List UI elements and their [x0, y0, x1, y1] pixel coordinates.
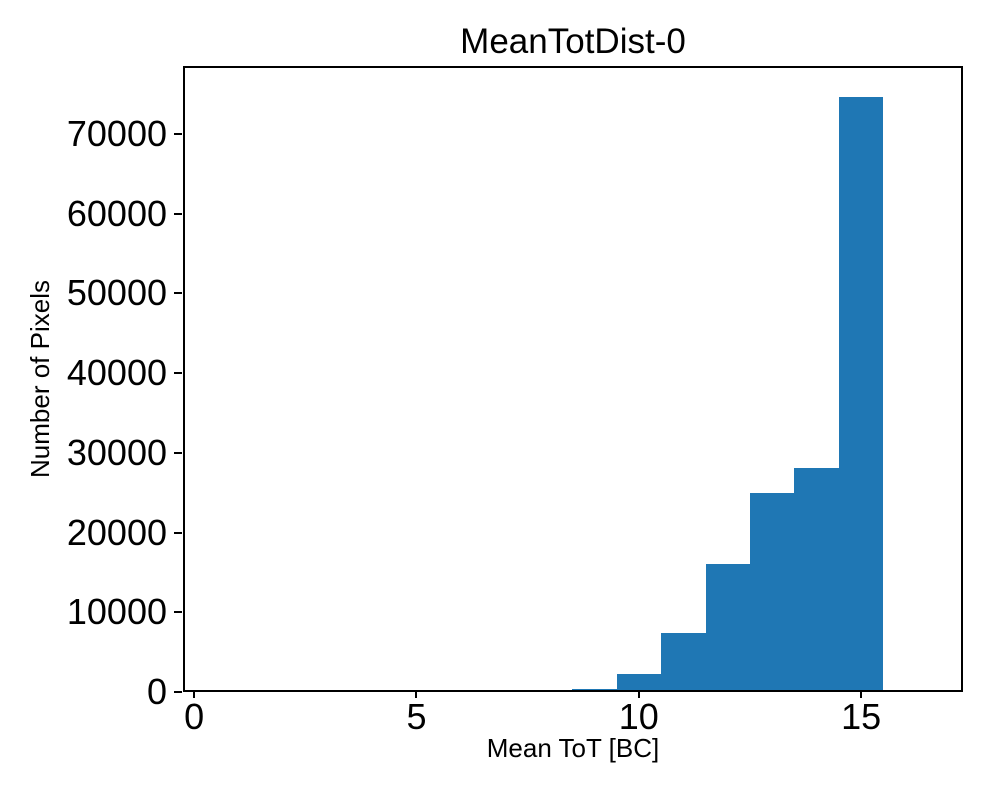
y-tick-label: 50000 [66, 272, 167, 314]
y-tick-mark [174, 531, 182, 534]
y-tick-mark [174, 212, 182, 215]
y-tick-mark [174, 292, 182, 295]
x-tick-label: 15 [841, 696, 882, 737]
y-tick-label: 0 [146, 671, 167, 712]
x-tick-mark [860, 692, 863, 698]
y-axis-label: Number of Pixels [25, 280, 55, 478]
y-tick-label: 70000 [66, 112, 167, 154]
x-tick-label: 5 [406, 696, 427, 737]
chart-title: MeanTotDist-0 [460, 22, 686, 61]
histogram-bar [572, 688, 617, 692]
histogram-bar [661, 633, 706, 692]
y-tick-label: 30000 [66, 431, 167, 473]
y-tick-mark [174, 372, 182, 375]
bars-layer [183, 66, 963, 692]
x-tick-mark [637, 692, 640, 698]
y-tick-label: 20000 [66, 511, 167, 553]
y-tick-label: 60000 [66, 192, 167, 234]
histogram-bar [616, 673, 662, 692]
histogram-bar [749, 492, 795, 692]
y-tick-label: 10000 [66, 591, 167, 633]
x-tick-mark [415, 692, 418, 698]
histogram-bar [705, 563, 750, 692]
histogram-bar [838, 97, 884, 692]
y-tick-mark [174, 611, 182, 614]
y-tick-mark [174, 691, 182, 693]
y-tick-mark [174, 451, 182, 454]
histogram-bar [794, 468, 839, 692]
x-axis-label: Mean ToT [BC] [486, 733, 660, 763]
y-tick-label: 40000 [66, 352, 167, 394]
y-tick-mark [174, 132, 182, 135]
x-tick-label: 10 [618, 696, 659, 737]
x-tick-mark [193, 692, 196, 698]
x-tick-label: 0 [184, 696, 205, 737]
